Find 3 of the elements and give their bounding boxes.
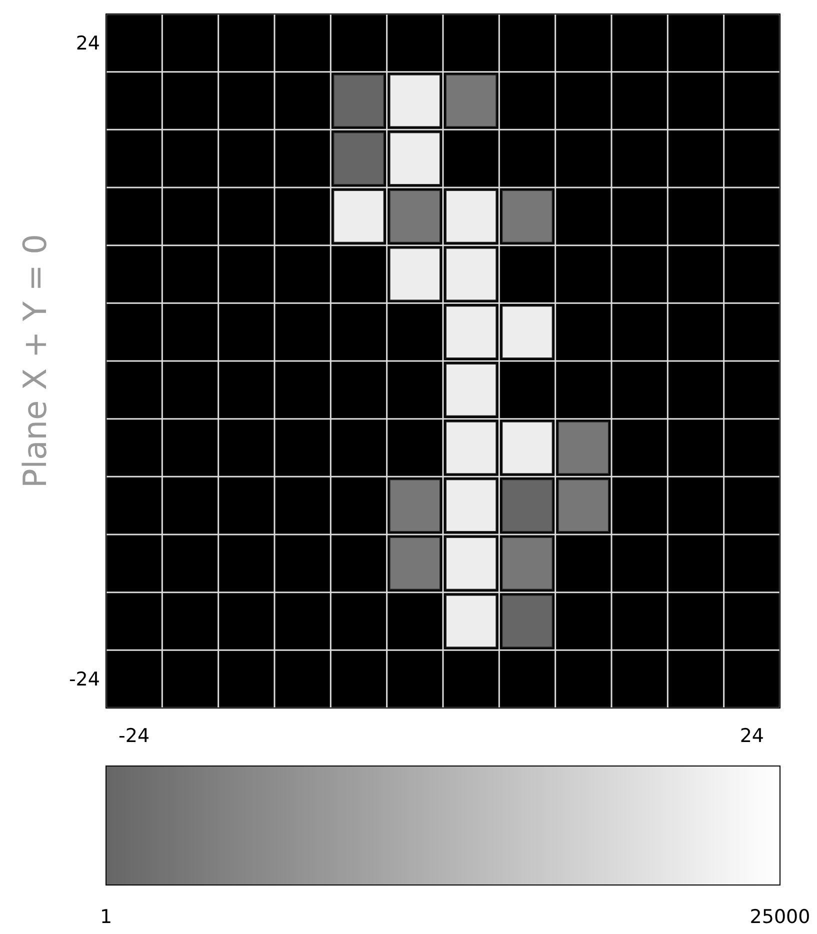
y-axis-title: Plane X + Y = 0 [16,234,54,488]
color-bar-label: 1 [100,906,112,928]
color-bar-label: 25000 [750,906,810,928]
